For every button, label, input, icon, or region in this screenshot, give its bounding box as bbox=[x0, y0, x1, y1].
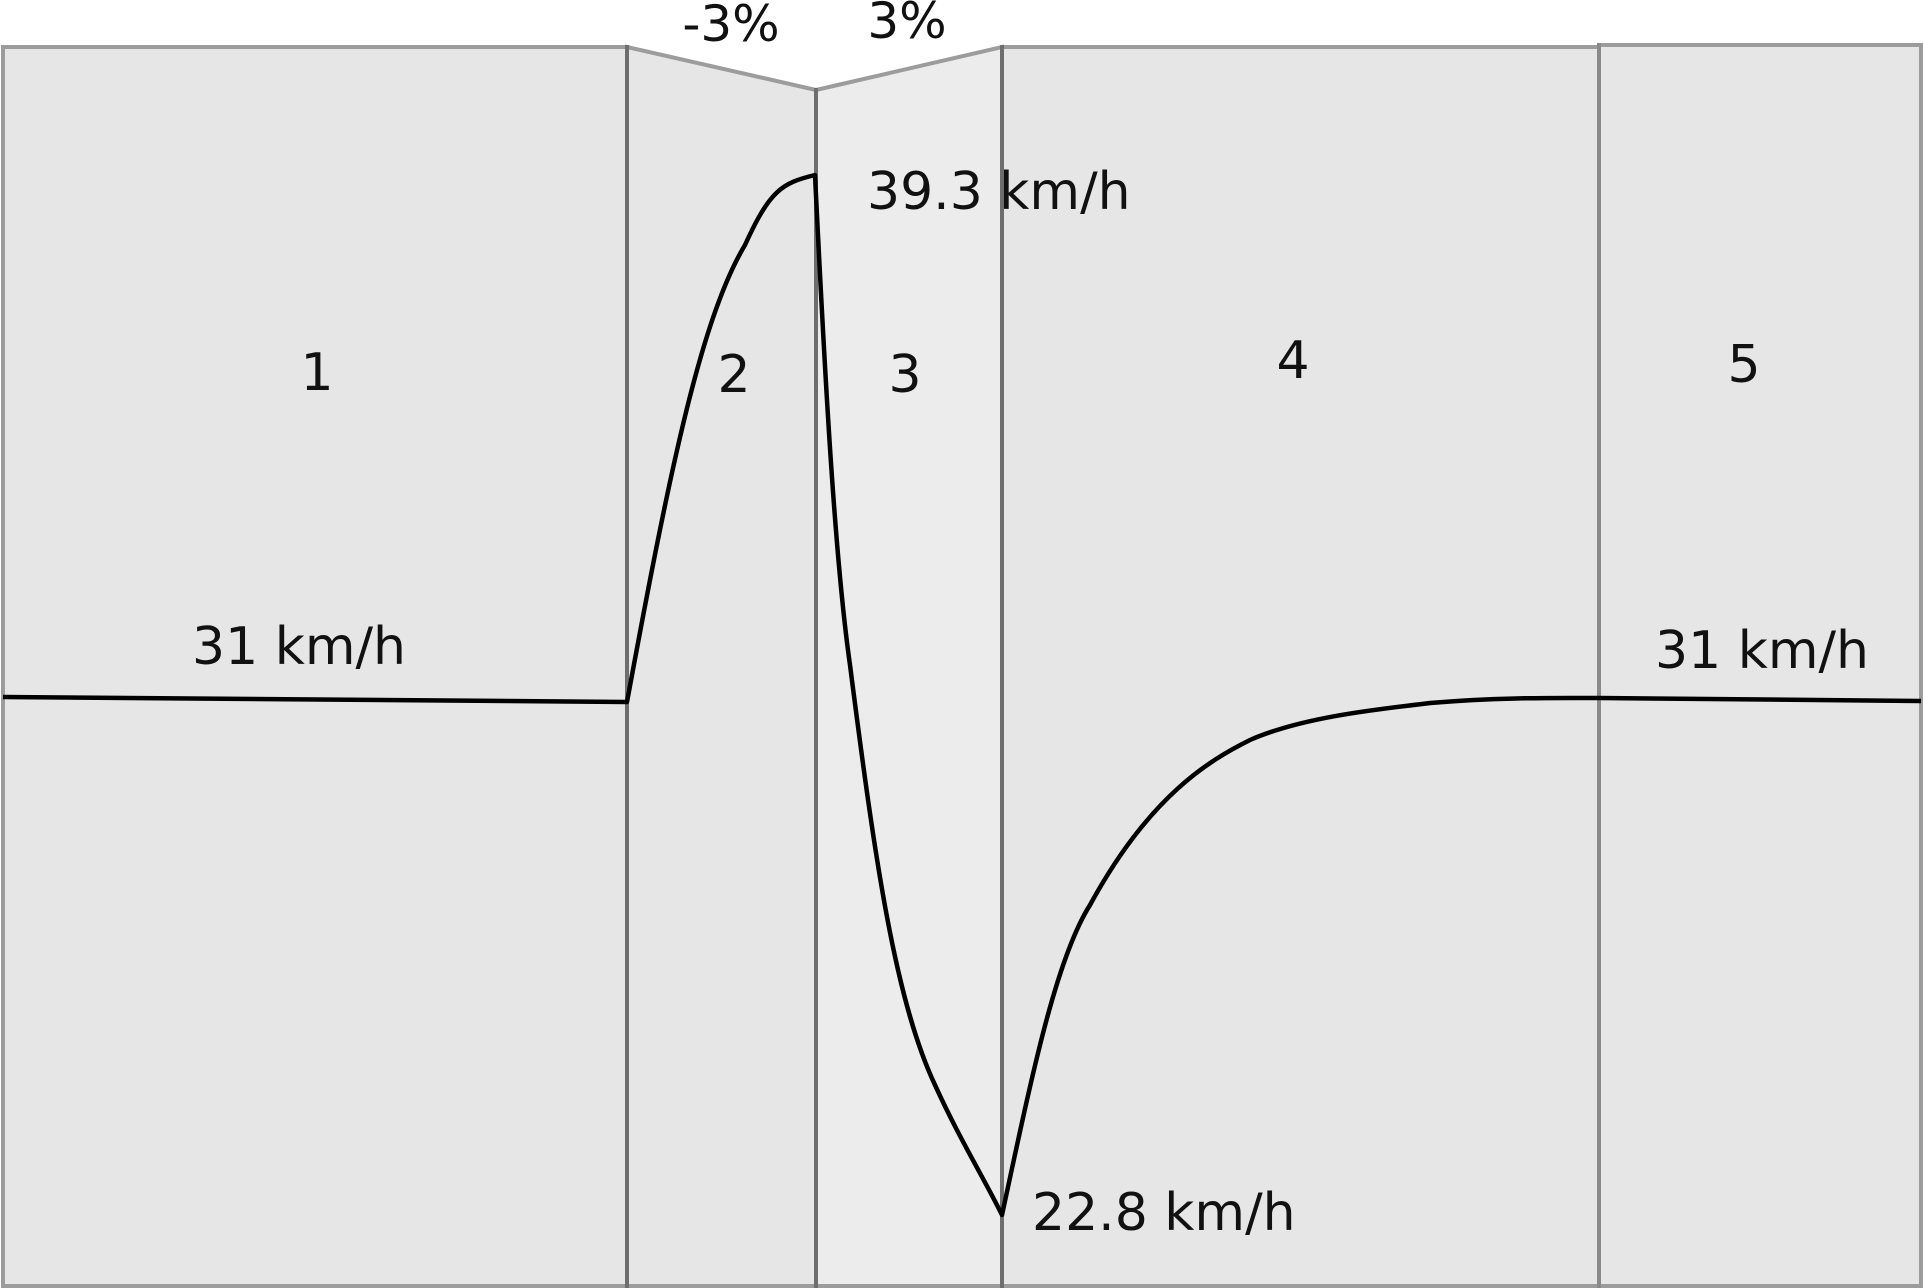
segment-1-label: 1 bbox=[300, 343, 333, 403]
segment-5-panel bbox=[1597, 43, 1923, 1288]
uphill-grade-label: 3% bbox=[867, 0, 946, 50]
minimum-speed-label: 22.8 km/h bbox=[1032, 1183, 1296, 1243]
segment-5-label: 5 bbox=[1727, 335, 1760, 395]
segment-3-panel bbox=[814, 44, 1004, 1288]
speed-curve bbox=[2, 172, 1922, 1218]
final-speed-label: 31 km/h bbox=[1655, 621, 1869, 681]
downhill-grade-label: -3% bbox=[682, 0, 779, 53]
segment-4-panel bbox=[1000, 45, 1601, 1288]
segment-4-label: 4 bbox=[1276, 331, 1309, 391]
segment-2-label: 2 bbox=[717, 345, 750, 405]
peak-speed-label: 39.3 km/h bbox=[867, 162, 1131, 222]
segment-3-label: 3 bbox=[888, 345, 921, 405]
initial-speed-label: 31 km/h bbox=[192, 617, 406, 677]
segment-2-panel bbox=[625, 44, 818, 1288]
segment-1-panel bbox=[1, 45, 629, 1288]
